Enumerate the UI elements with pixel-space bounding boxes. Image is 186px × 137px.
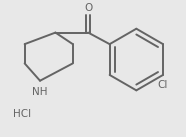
Text: NH: NH: [32, 86, 48, 96]
Text: O: O: [84, 3, 92, 13]
Text: Cl: Cl: [158, 80, 168, 90]
Text: HCl: HCl: [13, 109, 31, 119]
